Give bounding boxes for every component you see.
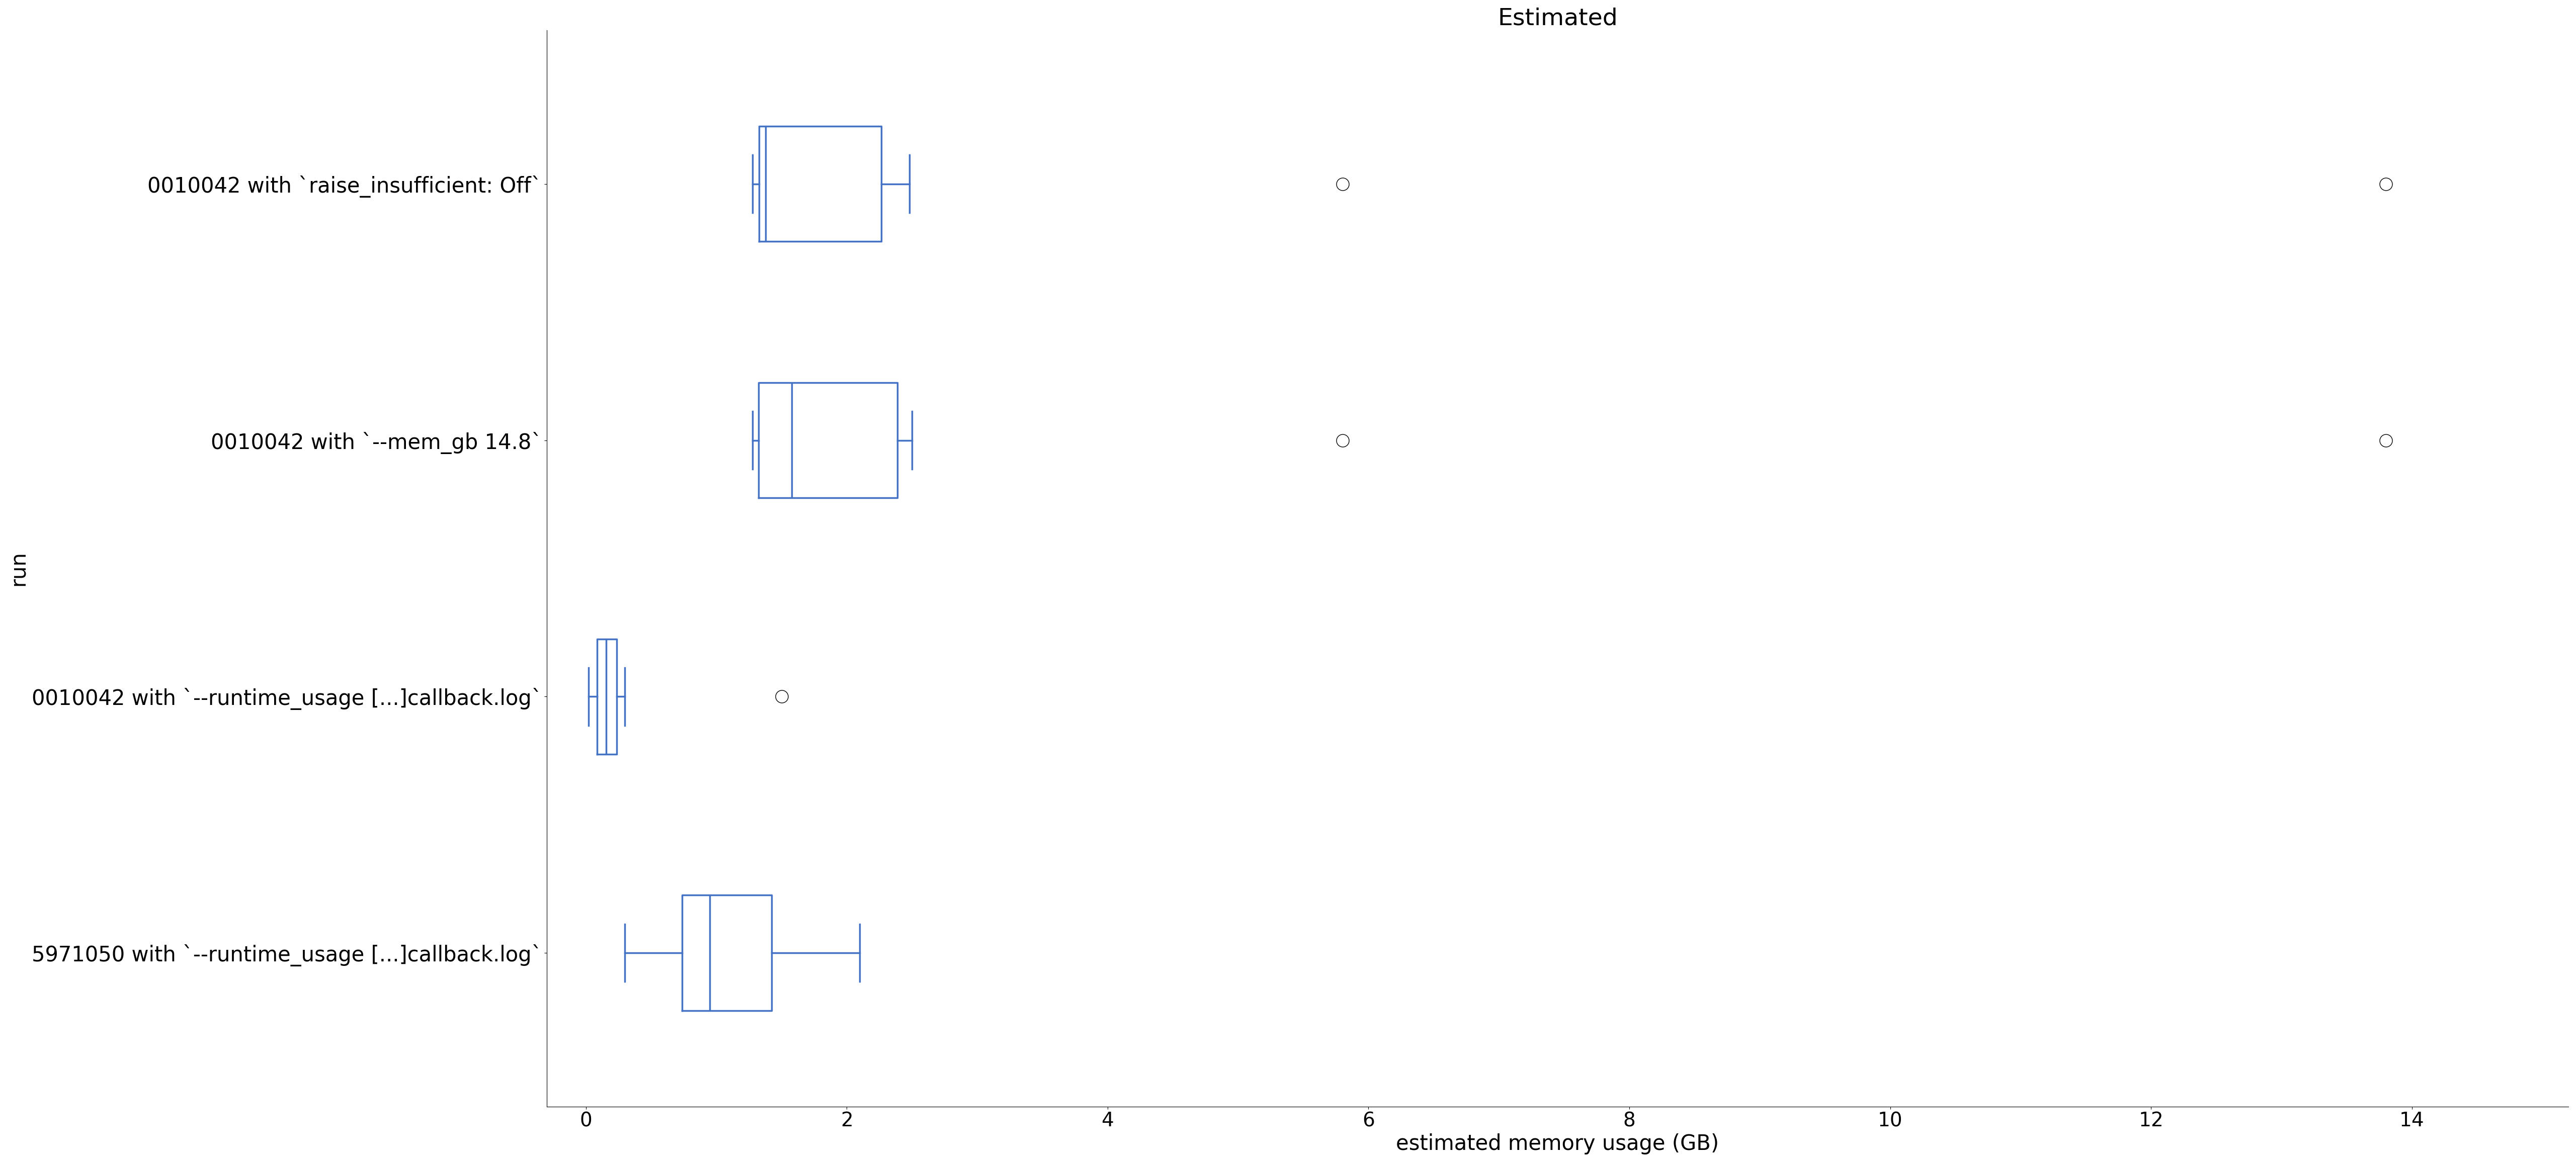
X-axis label: estimated memory usage (GB): estimated memory usage (GB) — [1396, 1133, 1718, 1155]
Y-axis label: run: run — [8, 551, 28, 586]
Title: Estimated: Estimated — [1497, 7, 1618, 30]
